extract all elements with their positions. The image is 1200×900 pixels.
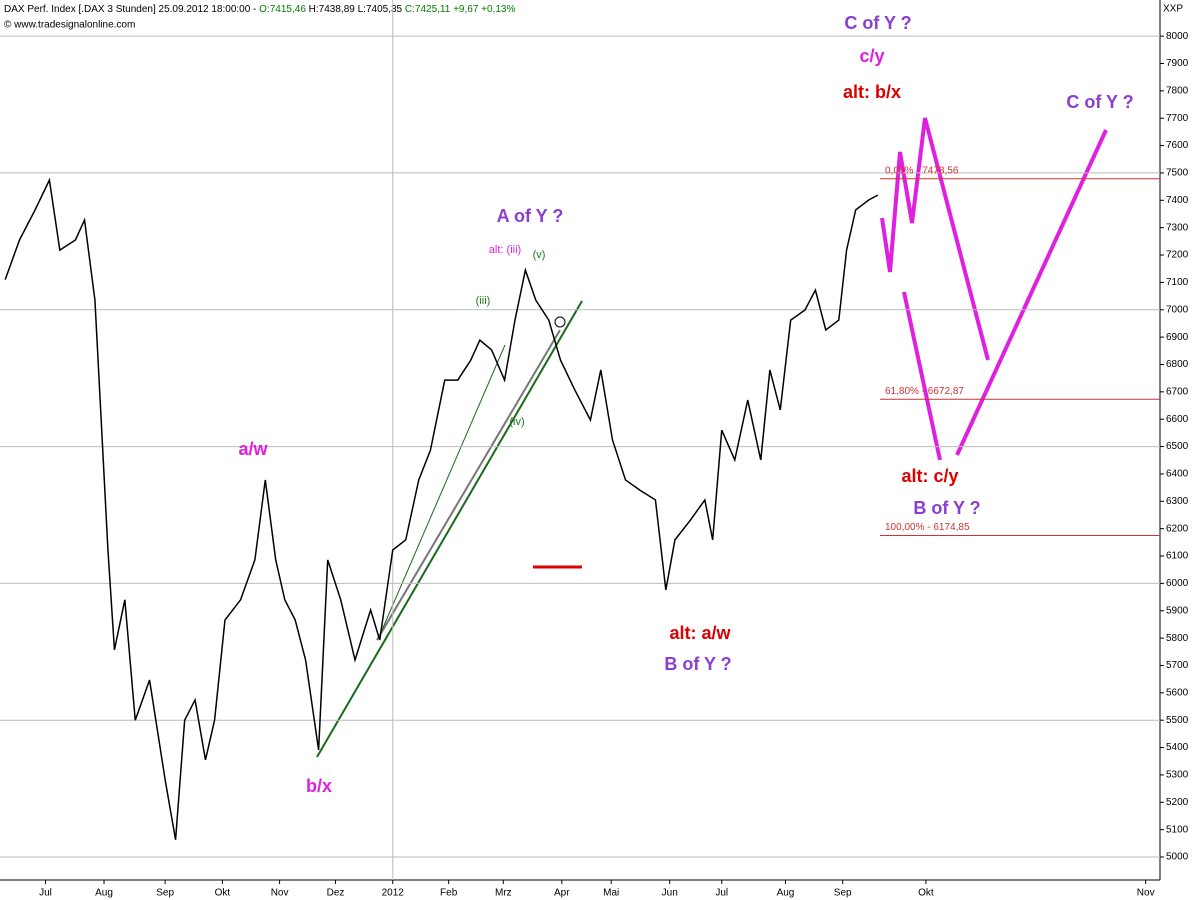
annotation: alt: b/x [843,82,901,102]
x-tick-label: 2012 [382,888,405,899]
fib-label: 61,80% - 6672,87 [885,386,964,397]
y-tick-label: 5900 [1166,605,1189,616]
annotation: A of Y ? [497,206,564,226]
trend-line [376,329,561,641]
fib-label: 100,00% - 6174,85 [885,522,970,533]
y-tick-label: 5100 [1166,824,1189,835]
y-tick-label: 7100 [1166,277,1189,288]
annotation: C of Y ? [844,13,911,33]
annotation: B of Y ? [664,654,731,674]
header-high: H:7438,89 [309,4,356,15]
header-close: C:7425,11 +9,67 +0,13% [405,4,516,15]
y-tick-label: 7800 [1166,85,1189,96]
annotation: (v) [533,249,546,261]
x-tick-label: Okt [215,888,231,899]
x-tick-label: Feb [440,888,458,899]
y-tick-label: 6500 [1166,441,1189,452]
y-tick-label: 6900 [1166,332,1189,343]
x-tick-label: Dez [327,888,345,899]
y-tick-label: 5400 [1166,742,1189,753]
y-tick-label: 7200 [1166,250,1189,261]
annotation: b/x [306,776,332,796]
x-tick-label: Aug [777,888,795,899]
x-tick-label: Sep [156,888,174,899]
y-tick-label: 8000 [1166,31,1189,42]
x-tick-label: Sep [834,888,852,899]
marker-circle [554,316,566,328]
y-tick-label: 5800 [1166,633,1189,644]
header: DAX Perf. Index [.DAX 3 Stunden] 25.09.2… [4,4,515,15]
annotation: B of Y ? [913,498,980,518]
y-tick-label: 5500 [1166,715,1189,726]
copyright: © www.tradesignalonline.com [4,20,135,31]
y-tick-label: 5000 [1166,852,1189,863]
annotation: alt: c/y [901,466,958,486]
header-title: DAX Perf. Index [.DAX 3 Stunden] 25.09.2… [4,4,256,15]
x-tick-label: Mai [603,888,619,899]
y-tick-label: 7500 [1166,168,1189,179]
x-tick-label: Jul [715,888,728,899]
annotation: alt: a/w [669,623,731,643]
projection [880,117,1108,461]
x-tick-label: Nov [1137,888,1155,899]
y-tick-label: 7900 [1166,58,1189,69]
x-tick-label: Okt [918,888,934,899]
y-tick-label: 6200 [1166,523,1189,534]
y-tick-label: 6100 [1166,551,1189,562]
y-tick-label: 5600 [1166,687,1189,698]
header-open: O:7415,46 [259,4,306,15]
annotation: a/w [238,439,268,459]
y-tick-label: 6000 [1166,578,1189,589]
projection-path [880,117,990,361]
annotation: C of Y ? [1066,92,1133,112]
annotation: c/y [859,46,884,66]
y-tick-label: 6700 [1166,386,1189,397]
x-tick-label: Mrz [495,888,512,899]
header-low: L:7405,35 [358,4,403,15]
projection-path [955,129,1108,456]
y-tick-label: 7400 [1166,195,1189,206]
y-tick-label: 6600 [1166,414,1189,425]
fib-label: 0,00% - 7478,56 [885,165,959,176]
x-tick-label: Apr [554,888,570,899]
trend-line [381,344,506,631]
y-tick-label: 6300 [1166,496,1189,507]
y-tick-label: 7300 [1166,222,1189,233]
y-tick-label: 5200 [1166,797,1189,808]
y-tick-label: 6800 [1166,359,1189,370]
corner-label: XXP [1163,4,1183,15]
x-tick-label: Aug [95,888,113,899]
x-tick-label: Jun [662,888,678,899]
y-tick-label: 7000 [1166,304,1189,315]
y-tick-label: 5300 [1166,770,1189,781]
projection-path [902,291,942,461]
annotation: (iv) [509,416,524,428]
trend-line [316,300,583,758]
annotation: alt: (iii) [489,244,521,256]
x-tick-label: Jul [39,888,52,899]
y-tick-label: 6400 [1166,469,1189,480]
x-tick-label: Nov [271,888,289,899]
y-tick-label: 7600 [1166,140,1189,151]
y-tick-label: 7700 [1166,113,1189,124]
price-line [4,177,879,840]
annotation: (iii) [476,295,491,307]
y-tick-label: 5700 [1166,660,1189,671]
